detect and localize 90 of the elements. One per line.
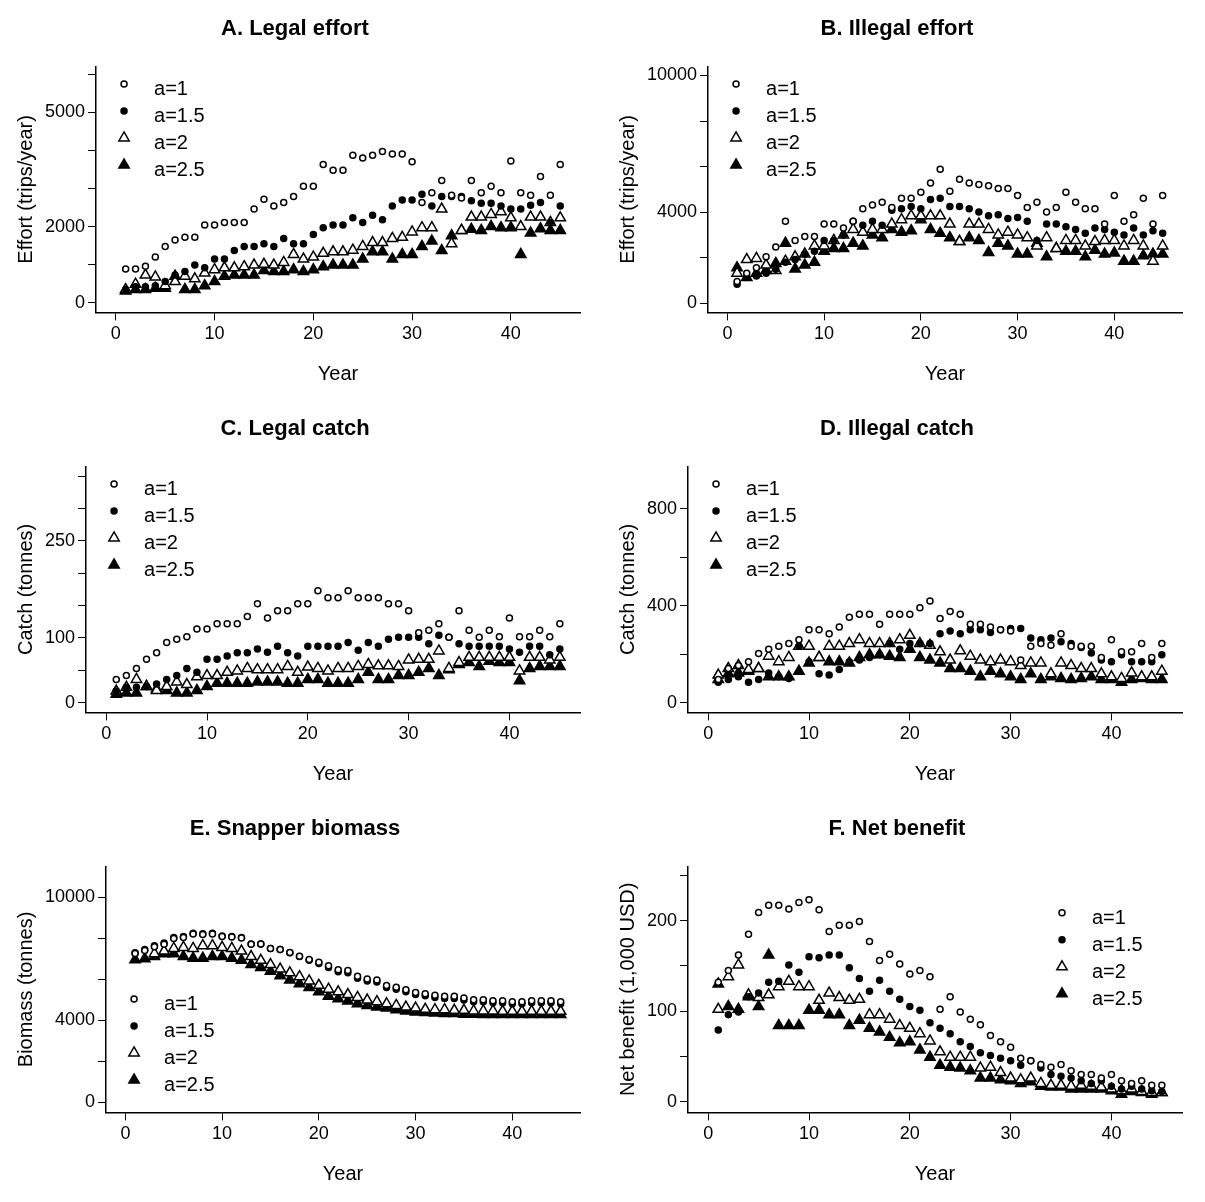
legend-label: a=2 (164, 1046, 198, 1069)
y-axis-title: Effort (trips/year) (13, 115, 36, 264)
x-tick-label: 10 (798, 1123, 820, 1144)
y-axis-title: Effort (trips/year) (615, 115, 638, 264)
x-tick-label: 10 (204, 323, 225, 344)
chart-title: C. Legal catch (220, 415, 370, 441)
x-tick-label: 0 (703, 1123, 714, 1144)
legend-label: a=1.5 (1092, 933, 1143, 956)
x-tick-label: 0 (120, 1123, 131, 1144)
y-tick-label: 0 (65, 691, 76, 712)
x-tick-label: 20 (910, 323, 931, 344)
legend-label: a=2.5 (144, 558, 195, 581)
legend-label: a=1 (766, 77, 800, 100)
x-tick-label: 10 (798, 723, 820, 744)
legend-label: a=1.5 (164, 1019, 215, 1042)
x-tick-label: 30 (1000, 723, 1021, 744)
x-tick-label: 0 (703, 723, 714, 744)
x-tick-label: 30 (1000, 1123, 1021, 1144)
x-tick-label: 20 (899, 723, 920, 744)
x-tick-label: 10 (212, 1123, 233, 1144)
y-tick-label: 10000 (646, 64, 698, 85)
x-tick-label: 20 (308, 1123, 329, 1144)
y-tick-label: 2000 (45, 215, 86, 236)
x-tick-label: 30 (402, 323, 423, 344)
x-tick-label: 40 (499, 723, 520, 744)
y-tick-label: 200 (646, 909, 678, 930)
legend-label: a=2.5 (154, 158, 205, 181)
legend-label: a=2.5 (746, 558, 797, 581)
x-tick-label: 0 (110, 323, 121, 344)
legend-label: a=1 (144, 477, 178, 500)
y-tick-label: 5000 (45, 101, 86, 122)
y-tick-label: 0 (85, 1091, 96, 1112)
y-axis-title: Catch (tonnes) (13, 523, 36, 655)
legend-label: a=1 (154, 77, 188, 100)
y-tick-label: 100 (44, 626, 76, 647)
y-tick-label: 0 (667, 1090, 678, 1111)
x-axis-title: Year (914, 761, 956, 784)
chart-title: B. Illegal effort (820, 15, 975, 41)
x-tick-label: 20 (297, 723, 318, 744)
legend-label: a=2 (144, 531, 178, 554)
legend-label: a=2.5 (766, 158, 817, 181)
x-axis-title: Year (914, 1161, 956, 1184)
y-axis-title: Catch (tonnes) (615, 523, 638, 655)
legend-label: a=1 (746, 477, 780, 500)
x-tick-label: 30 (398, 723, 419, 744)
legend-label: a=1.5 (766, 104, 817, 127)
y-tick-label: 0 (75, 291, 86, 312)
x-axis-title: Year (924, 361, 966, 384)
chart-title: D. Illegal catch (819, 415, 975, 441)
chart-title: E. Snapper biomass (189, 815, 401, 841)
y-tick-label: 10000 (44, 886, 96, 907)
legend-label: a=1 (1092, 906, 1126, 929)
x-tick-label: 30 (1007, 323, 1028, 344)
x-tick-label: 10 (196, 723, 218, 744)
x-axis-title: Year (322, 1161, 364, 1184)
y-axis-title: Net benefit (1,000 USD) (615, 882, 638, 1097)
legend-label: a=1.5 (746, 504, 797, 527)
x-tick-label: 40 (500, 323, 521, 344)
x-tick-label: 40 (1104, 323, 1125, 344)
y-tick-label: 800 (646, 497, 678, 518)
chart-title: A. Legal effort (221, 15, 370, 41)
legend-label: a=1.5 (154, 104, 205, 127)
x-tick-label: 40 (1101, 723, 1122, 744)
y-tick-label: 400 (646, 594, 678, 615)
x-tick-label: 40 (502, 1123, 523, 1144)
x-axis-title: Year (317, 361, 359, 384)
x-tick-label: 40 (1101, 1123, 1122, 1144)
y-tick-label: 0 (667, 691, 678, 712)
legend-label: a=2.5 (164, 1073, 215, 1096)
y-axis-title: Biomass (tonnes) (13, 911, 36, 1068)
legend-label: a=1.5 (144, 504, 195, 527)
x-tick-label: 30 (405, 1123, 426, 1144)
x-tick-label: 20 (303, 323, 324, 344)
legend-label: a=1 (164, 992, 198, 1015)
y-tick-label: 0 (687, 292, 698, 313)
chart-title: F. Net benefit (828, 815, 967, 841)
legend-label: a=2 (1092, 960, 1126, 983)
x-tick-label: 0 (722, 323, 733, 344)
y-tick-label: 100 (646, 1000, 678, 1021)
legend-label: a=2 (154, 131, 188, 154)
x-tick-label: 10 (814, 323, 835, 344)
x-axis-title: Year (312, 761, 354, 784)
y-tick-label: 4000 (657, 201, 698, 222)
y-tick-label: 4000 (55, 1009, 96, 1030)
legend-label: a=2 (766, 131, 800, 154)
legend-label: a=2.5 (1092, 987, 1143, 1010)
x-tick-label: 0 (101, 723, 112, 744)
y-tick-label: 250 (44, 529, 76, 550)
legend-label: a=2 (746, 531, 780, 554)
x-tick-label: 20 (899, 1123, 920, 1144)
